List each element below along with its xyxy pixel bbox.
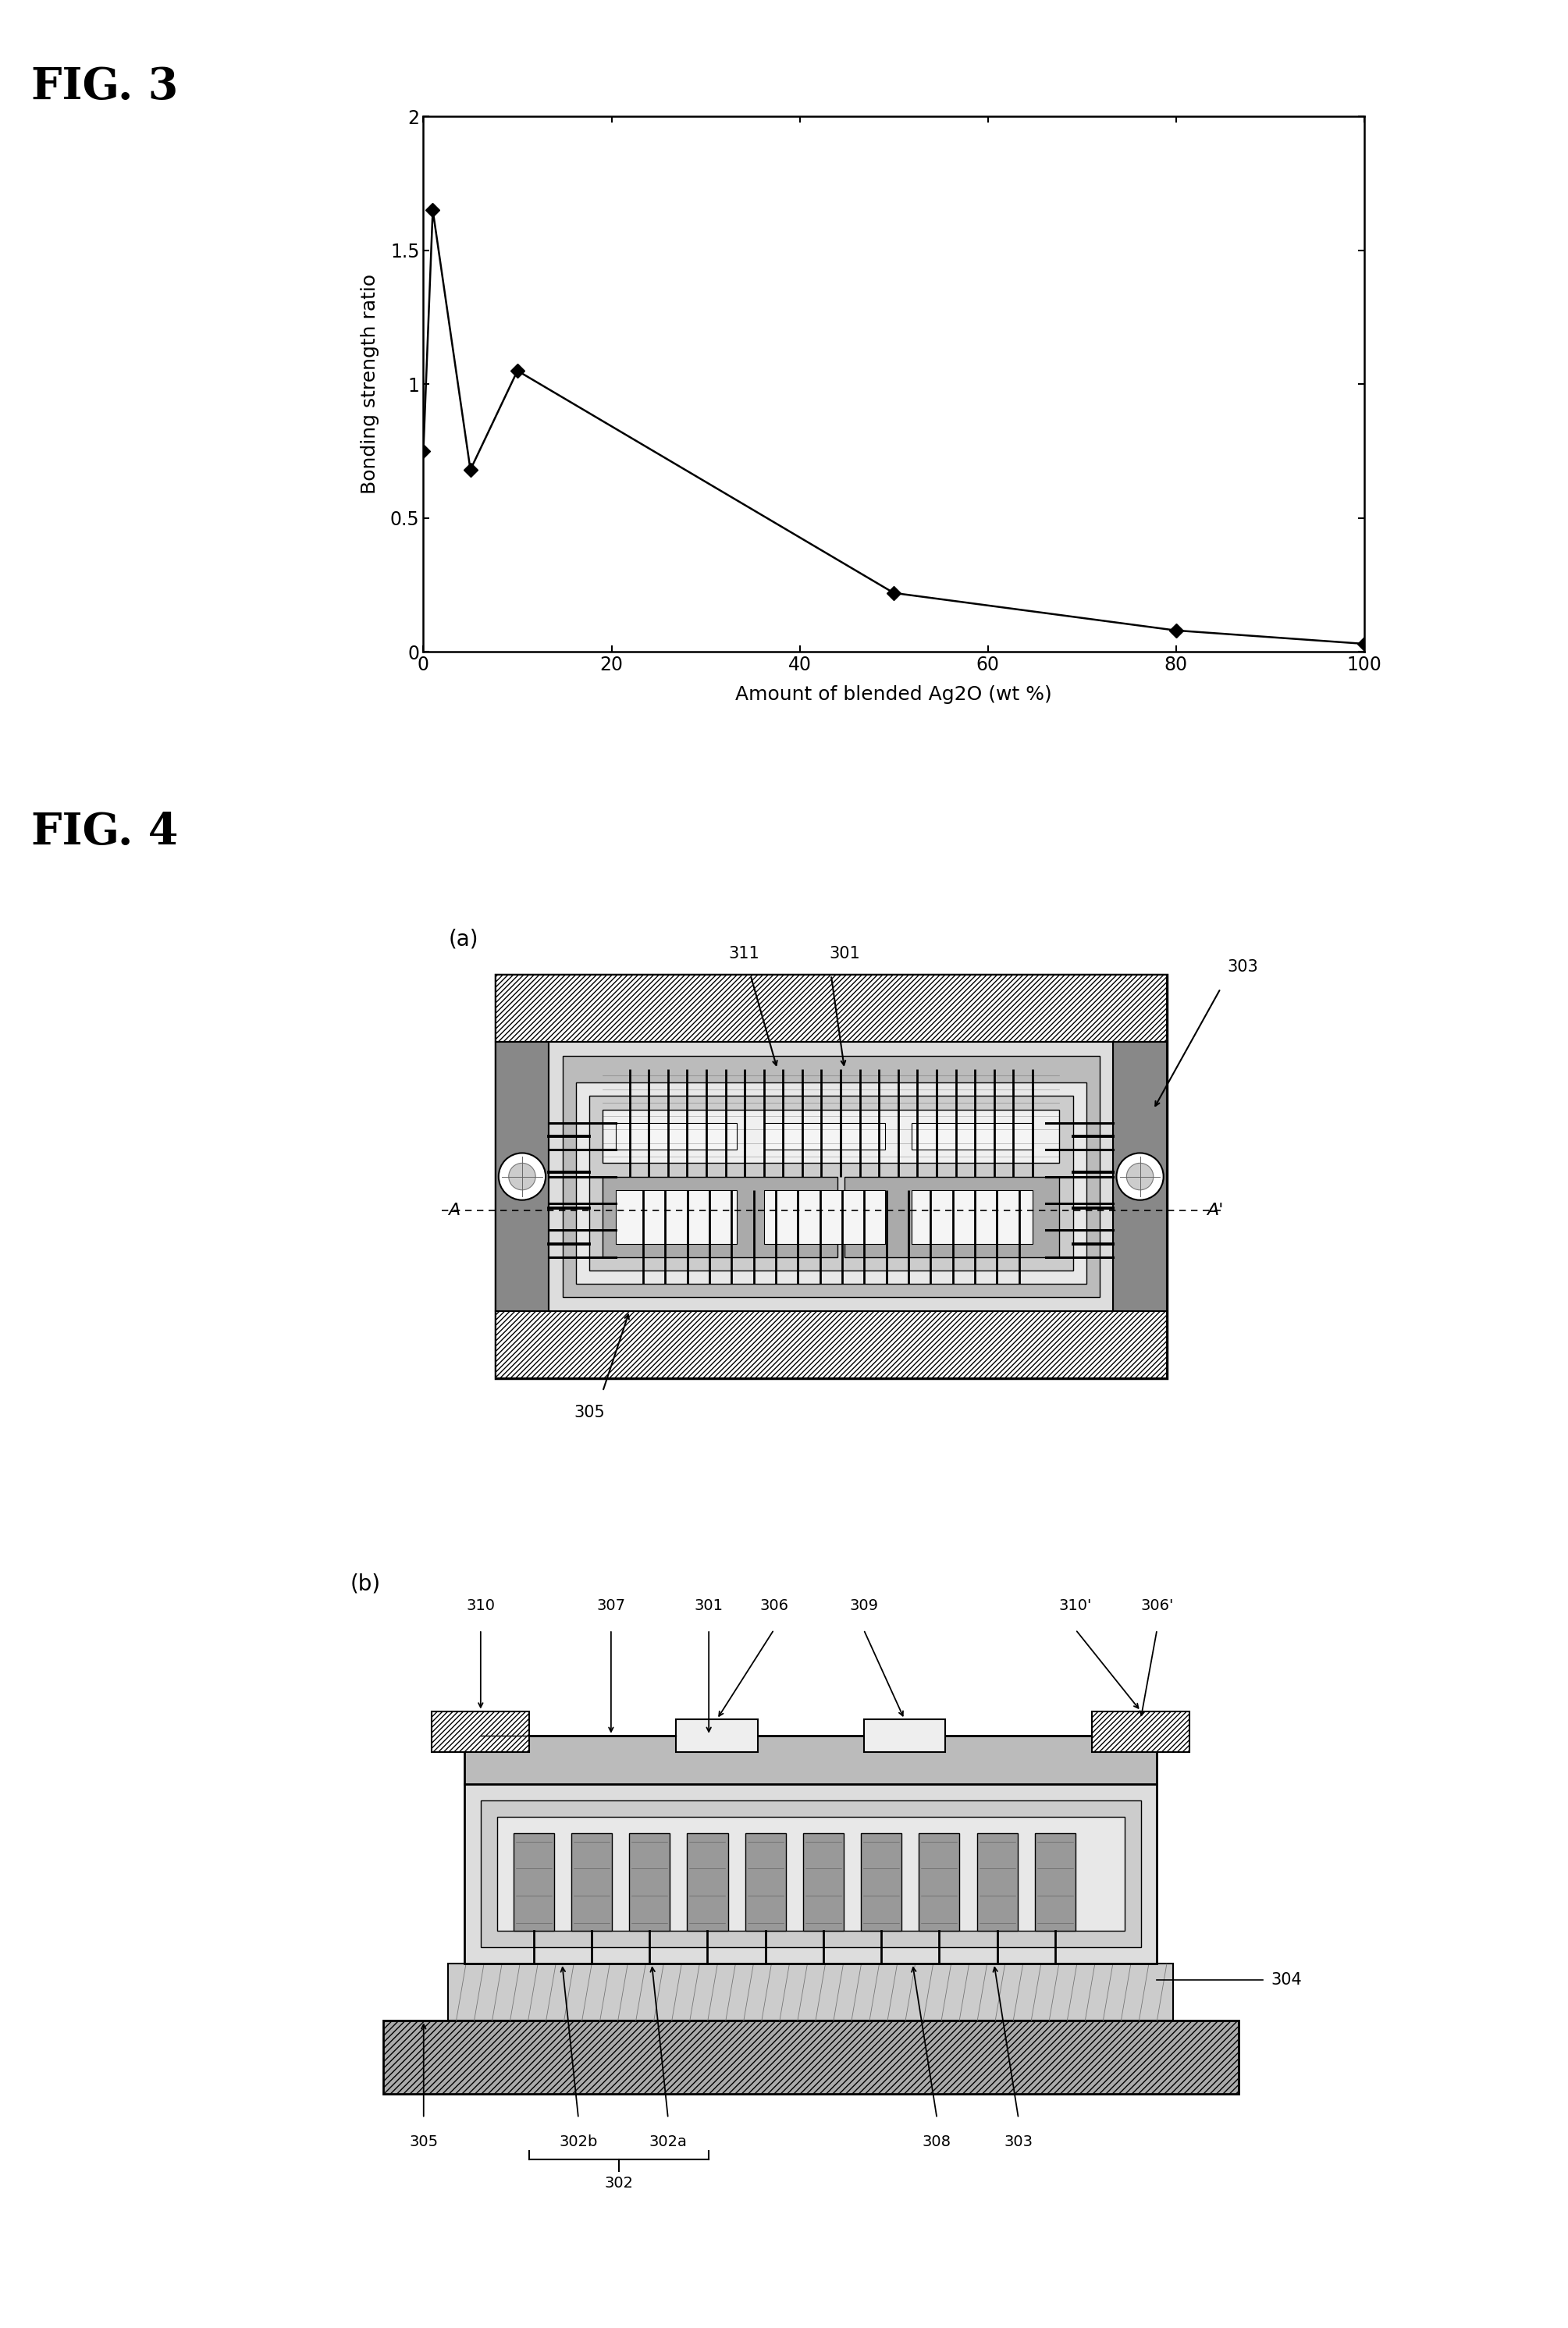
Bar xyxy=(495,1311,1167,1378)
Text: A': A' xyxy=(1207,1201,1223,1218)
Text: 310: 310 xyxy=(466,1599,495,1613)
Text: 311: 311 xyxy=(728,945,759,961)
Bar xyxy=(745,1834,786,1932)
Bar xyxy=(495,975,1167,1043)
Bar xyxy=(764,1190,884,1243)
Bar xyxy=(464,1734,1157,1783)
Bar xyxy=(497,1816,1124,1932)
Circle shape xyxy=(499,1152,546,1199)
Bar xyxy=(1091,1711,1190,1751)
Bar xyxy=(481,1802,1140,1946)
Text: 308: 308 xyxy=(922,2135,952,2149)
Bar xyxy=(549,1043,1113,1311)
Bar xyxy=(431,1711,530,1751)
Bar xyxy=(1091,1711,1190,1751)
Bar xyxy=(919,1834,960,1932)
Text: 301: 301 xyxy=(695,1599,723,1613)
Bar xyxy=(616,1122,737,1150)
Bar xyxy=(575,1083,1087,1285)
Circle shape xyxy=(1126,1164,1154,1190)
Bar xyxy=(448,1963,1173,2021)
Bar xyxy=(687,1834,728,1932)
Text: 305: 305 xyxy=(574,1404,605,1420)
Text: (a): (a) xyxy=(448,929,478,950)
Bar xyxy=(911,1122,1032,1150)
Circle shape xyxy=(1116,1152,1163,1199)
Bar xyxy=(383,2021,1239,2095)
Bar xyxy=(495,975,1167,1378)
Bar xyxy=(676,1718,757,1751)
Bar xyxy=(513,1834,554,1932)
Y-axis label: Bonding strength ratio: Bonding strength ratio xyxy=(361,275,379,494)
Bar xyxy=(431,1711,530,1751)
Text: 301: 301 xyxy=(829,945,859,961)
Bar xyxy=(764,1122,884,1150)
Bar xyxy=(495,975,1167,1378)
Circle shape xyxy=(508,1164,536,1190)
Text: 303: 303 xyxy=(1228,959,1258,975)
Bar xyxy=(464,1783,1157,1963)
Bar xyxy=(864,1718,946,1751)
Text: 302a: 302a xyxy=(649,2135,687,2149)
Bar xyxy=(602,1110,1060,1164)
Text: (b): (b) xyxy=(350,1574,381,1595)
Bar xyxy=(845,1176,1060,1257)
Text: 306': 306' xyxy=(1140,1599,1173,1613)
Bar xyxy=(383,2021,1239,2095)
Text: 304: 304 xyxy=(1272,1972,1301,1988)
Text: FIG. 3: FIG. 3 xyxy=(31,65,179,109)
Text: 302b: 302b xyxy=(560,2135,597,2149)
Bar xyxy=(1113,1043,1167,1311)
Text: 307: 307 xyxy=(596,1599,626,1613)
Bar xyxy=(861,1834,902,1932)
Bar xyxy=(977,1834,1018,1932)
Text: FIG. 4: FIG. 4 xyxy=(31,810,179,854)
Bar xyxy=(563,1055,1099,1297)
Bar xyxy=(571,1834,612,1932)
Text: 303: 303 xyxy=(1004,2135,1033,2149)
Bar xyxy=(495,1043,549,1311)
Bar xyxy=(803,1834,844,1932)
X-axis label: Amount of blended Ag2O (wt %): Amount of blended Ag2O (wt %) xyxy=(735,684,1052,703)
Bar xyxy=(590,1096,1073,1271)
Text: A: A xyxy=(448,1201,459,1218)
Text: 302: 302 xyxy=(605,2174,633,2191)
Bar xyxy=(1035,1834,1076,1932)
Text: 310': 310' xyxy=(1058,1599,1091,1613)
Text: 309: 309 xyxy=(850,1599,878,1613)
Bar xyxy=(911,1190,1032,1243)
Bar xyxy=(616,1190,737,1243)
Bar xyxy=(629,1834,670,1932)
Text: 305: 305 xyxy=(409,2135,437,2149)
Bar xyxy=(602,1176,837,1257)
Text: 306: 306 xyxy=(759,1599,789,1613)
